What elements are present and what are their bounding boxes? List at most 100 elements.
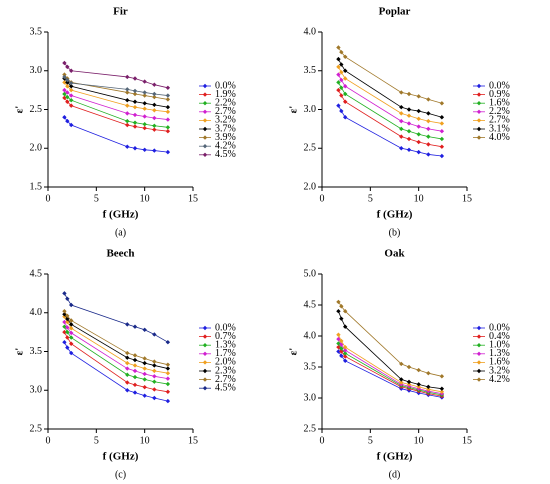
data-point bbox=[165, 97, 171, 102]
data-point bbox=[165, 109, 171, 115]
y-tick-label: 2.0 bbox=[304, 181, 317, 192]
data-point bbox=[343, 91, 348, 97]
data-point bbox=[142, 122, 147, 127]
data-point bbox=[152, 395, 157, 401]
data-point bbox=[125, 122, 130, 128]
data-point bbox=[142, 393, 147, 398]
data-point bbox=[439, 389, 445, 394]
data-point bbox=[339, 353, 344, 359]
legend-marker bbox=[202, 368, 208, 374]
data-point bbox=[336, 349, 341, 354]
legend-label: 2.7% bbox=[489, 115, 510, 126]
data-point bbox=[125, 350, 130, 356]
data-point bbox=[125, 74, 130, 80]
data-point bbox=[343, 358, 348, 363]
data-point bbox=[336, 299, 341, 305]
legend-label: 0.4% bbox=[489, 331, 510, 342]
y-axis-label: ε' bbox=[14, 106, 26, 114]
series-line bbox=[64, 117, 168, 153]
data-point bbox=[336, 80, 341, 85]
legend-marker bbox=[476, 377, 482, 382]
data-point bbox=[132, 91, 138, 97]
data-point bbox=[426, 384, 431, 390]
data-point bbox=[406, 379, 412, 385]
data-point bbox=[152, 359, 157, 364]
y-axis-label: ε' bbox=[14, 348, 26, 356]
legend-label: 0.0% bbox=[215, 80, 236, 91]
legend-label: 0.0% bbox=[489, 80, 510, 91]
y-tick-label: 5.0 bbox=[304, 268, 317, 279]
data-point bbox=[339, 346, 344, 351]
data-point bbox=[65, 325, 70, 330]
data-point bbox=[142, 101, 147, 106]
data-point bbox=[142, 125, 147, 131]
data-point bbox=[152, 363, 157, 368]
legend-label: 4.5% bbox=[215, 149, 236, 160]
data-point bbox=[343, 351, 348, 356]
data-point bbox=[339, 49, 344, 55]
data-point bbox=[426, 97, 431, 102]
data-point bbox=[426, 111, 431, 116]
data-point bbox=[336, 103, 341, 108]
y-tick-label: 4.0 bbox=[304, 26, 317, 37]
x-tick-label: 15 bbox=[188, 193, 198, 204]
legend-label: 3.2% bbox=[489, 365, 510, 376]
data-point bbox=[65, 94, 70, 100]
data-point bbox=[343, 115, 348, 120]
legend-marker bbox=[202, 334, 208, 339]
legend-label: 3.9% bbox=[215, 132, 236, 143]
series-line bbox=[338, 82, 442, 140]
y-tick-label: 2.5 bbox=[30, 104, 43, 115]
data-point bbox=[125, 322, 130, 327]
data-point bbox=[343, 344, 348, 350]
legend-label: 1.6% bbox=[489, 357, 510, 368]
data-point bbox=[406, 129, 412, 134]
legend-marker bbox=[202, 351, 208, 356]
data-point bbox=[399, 380, 404, 385]
chart-title: Poplar bbox=[379, 6, 411, 18]
x-axis-label: f (GHz) bbox=[377, 451, 413, 463]
data-point bbox=[132, 363, 138, 368]
legend-label: 4.2% bbox=[489, 374, 510, 385]
legend-label: 1.0% bbox=[489, 339, 510, 350]
data-point bbox=[152, 374, 157, 379]
legend-label: 0.0% bbox=[489, 322, 510, 333]
data-point bbox=[125, 388, 130, 393]
legend-marker bbox=[202, 109, 208, 114]
data-point bbox=[69, 87, 74, 93]
data-point bbox=[399, 134, 404, 139]
data-point bbox=[62, 115, 67, 120]
data-point bbox=[132, 353, 138, 358]
data-point bbox=[426, 152, 431, 157]
y-tick-label: 2.0 bbox=[30, 143, 43, 154]
legend-marker bbox=[202, 377, 208, 382]
data-point bbox=[439, 129, 445, 134]
data-point bbox=[125, 366, 130, 371]
y-tick-label: 2.5 bbox=[304, 423, 317, 434]
data-point bbox=[439, 144, 445, 149]
data-point bbox=[132, 357, 138, 363]
legend-label: 2.0% bbox=[215, 357, 236, 368]
data-point bbox=[165, 362, 171, 367]
data-point bbox=[69, 318, 74, 323]
legend-label: 0.0% bbox=[215, 322, 236, 333]
data-point bbox=[69, 330, 74, 336]
y-tick-label: 4.5 bbox=[30, 268, 43, 279]
legend-marker bbox=[476, 334, 482, 339]
panel-label: (c) bbox=[115, 469, 126, 480]
legend-label: 4.0% bbox=[489, 132, 510, 143]
data-point bbox=[125, 87, 130, 92]
data-point bbox=[416, 132, 421, 137]
data-point bbox=[165, 366, 171, 371]
data-point bbox=[339, 338, 344, 344]
data-point bbox=[152, 91, 157, 97]
legend-label: 2.2% bbox=[215, 97, 236, 108]
data-point bbox=[132, 146, 138, 151]
chart-title: Beech bbox=[106, 248, 134, 260]
legend-label: 1.3% bbox=[489, 348, 510, 359]
data-point bbox=[416, 108, 421, 114]
data-point bbox=[152, 387, 157, 392]
data-point bbox=[439, 386, 445, 391]
data-point bbox=[165, 381, 171, 387]
data-point bbox=[62, 319, 67, 325]
